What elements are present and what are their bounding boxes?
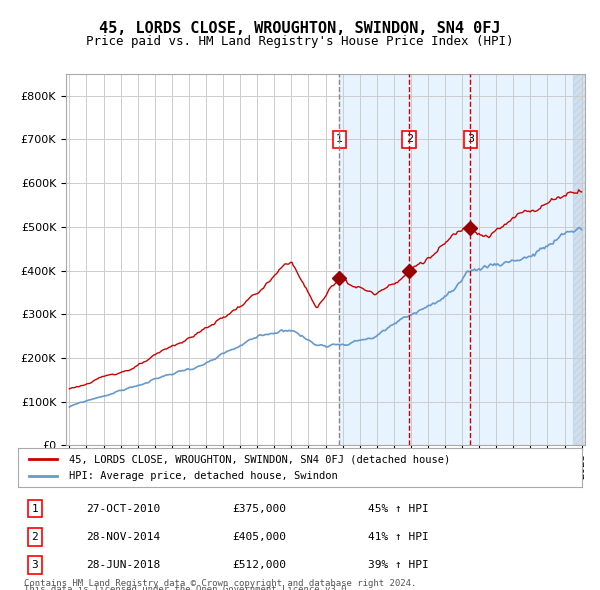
Text: £512,000: £512,000 [232, 560, 286, 570]
Text: 45, LORDS CLOSE, WROUGHTON, SWINDON, SN4 0FJ (detached house): 45, LORDS CLOSE, WROUGHTON, SWINDON, SN4… [69, 454, 450, 464]
Bar [340, 74, 581, 445]
Text: £375,000: £375,000 [232, 503, 286, 513]
Text: 41% ↑ HPI: 41% ↑ HPI [368, 532, 428, 542]
Text: 28-JUN-2018: 28-JUN-2018 [86, 560, 160, 570]
Text: 45, LORDS CLOSE, WROUGHTON, SWINDON, SN4 0FJ: 45, LORDS CLOSE, WROUGHTON, SWINDON, SN4… [99, 21, 501, 35]
Text: £405,000: £405,000 [232, 532, 286, 542]
Text: 27-OCT-2010: 27-OCT-2010 [86, 503, 160, 513]
Bar [573, 74, 590, 445]
Text: HPI: Average price, detached house, Swindon: HPI: Average price, detached house, Swin… [69, 471, 338, 481]
Text: Contains HM Land Registry data © Crown copyright and database right 2024.: Contains HM Land Registry data © Crown c… [24, 579, 416, 588]
Text: 3: 3 [467, 135, 474, 145]
Text: 2: 2 [32, 532, 38, 542]
Text: 3: 3 [32, 560, 38, 570]
Text: Price paid vs. HM Land Registry's House Price Index (HPI): Price paid vs. HM Land Registry's House … [86, 35, 514, 48]
Text: 28-NOV-2014: 28-NOV-2014 [86, 532, 160, 542]
Text: 45% ↑ HPI: 45% ↑ HPI [368, 503, 428, 513]
Text: 1: 1 [336, 135, 343, 145]
Text: 1: 1 [32, 503, 38, 513]
Text: 2: 2 [406, 135, 413, 145]
Text: 39% ↑ HPI: 39% ↑ HPI [368, 560, 428, 570]
Text: This data is licensed under the Open Government Licence v3.0.: This data is licensed under the Open Gov… [24, 585, 352, 590]
